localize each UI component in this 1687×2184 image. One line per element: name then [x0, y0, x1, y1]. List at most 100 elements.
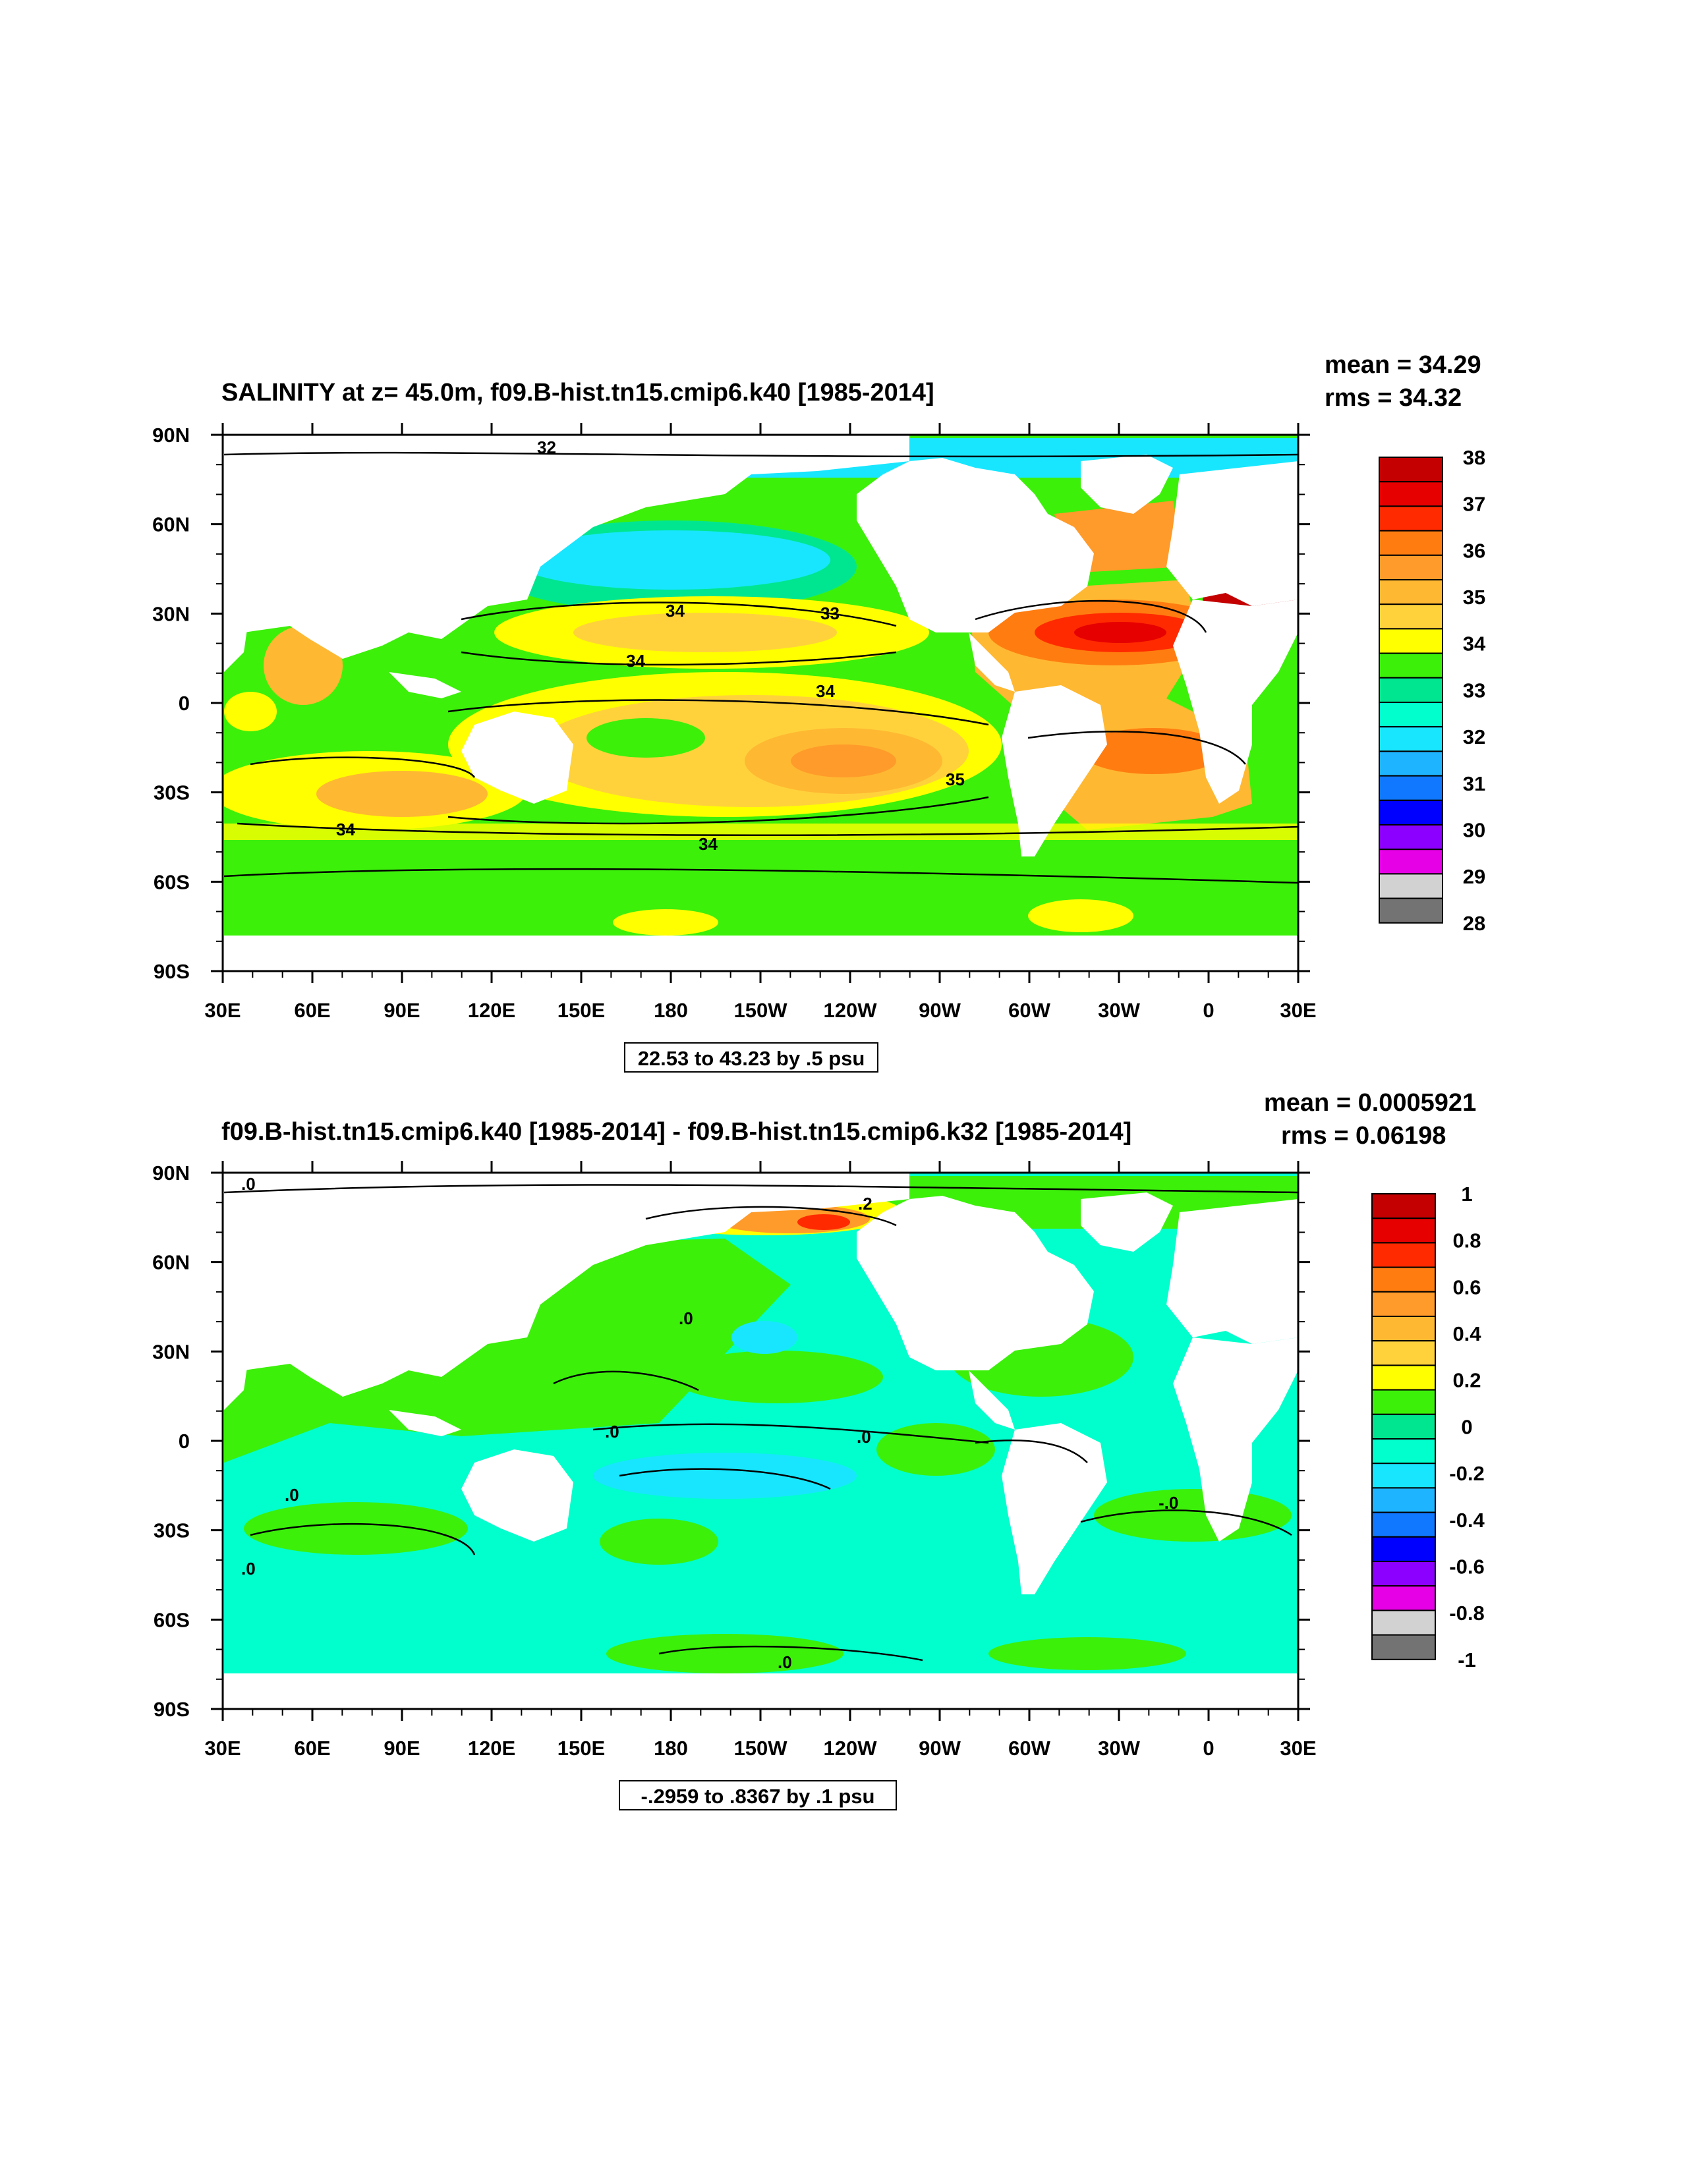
colorbar-label: -0.8 [1449, 1602, 1484, 1625]
contour-label: 34 [626, 651, 645, 671]
colorbar-label: 31 [1463, 772, 1485, 795]
y-tick-label: 90N [152, 424, 190, 447]
contour-label: 34 [816, 681, 835, 701]
x-tick-label: 90E [384, 1737, 420, 1760]
y-tick-label: 30N [152, 1340, 190, 1363]
panel-title: f09.B-hist.tn15.cmip6.k40 [1985-2014] - … [221, 1118, 1131, 1146]
colorbar-label: 30 [1463, 818, 1485, 841]
contour-info-box [624, 1042, 878, 1073]
contour-label: .0 [285, 1485, 299, 1505]
y-tick-label: 30N [152, 602, 190, 625]
contour-label: 34 [666, 601, 685, 621]
salinity-map: 32 34 33 34 34 35 34 34 [224, 435, 1298, 971]
x-tick-label: 180 [654, 1737, 688, 1760]
difference-panel: mean = 0.0005921 f09.B-hist.tn15.cmip6.k… [152, 1089, 1485, 1810]
colorbar-swatch [1371, 1193, 1436, 1219]
difference-map: .0 .2 .0 .0 .0 -.0 .0 .0 .0 [224, 1173, 1298, 1709]
contour-info: -.2959 to .8367 by .1 psu [641, 1785, 875, 1808]
x-tick-label: 90W [919, 1737, 961, 1760]
contour-label: 34 [699, 834, 718, 854]
contour-info: 22.53 to 43.23 by .5 psu [638, 1047, 865, 1070]
contour-label: .0 [679, 1308, 693, 1328]
colorbar-swatch [1371, 1389, 1436, 1415]
colorbar-label: 0.8 [1452, 1229, 1481, 1252]
colorbar-swatch [1379, 530, 1443, 556]
y-tick-label: 90N [152, 1162, 190, 1185]
y-tick-label: 60N [152, 1251, 190, 1274]
colorbar-label: 33 [1463, 679, 1485, 702]
colorbar-swatch [1371, 1634, 1436, 1660]
colorbar-label: 1 [1461, 1183, 1472, 1206]
contour-label: -.0 [1158, 1493, 1178, 1513]
colorbar-swatch [1371, 1340, 1436, 1366]
contour-label: 32 [537, 437, 556, 457]
x-tick-label: 30W [1098, 1737, 1140, 1760]
x-tick-label: 30E [1280, 1737, 1316, 1760]
colorbar-swatch [1371, 1463, 1436, 1489]
contour-label: 33 [820, 603, 840, 623]
x-tick-label: 120E [468, 1737, 515, 1760]
colorbar-swatch [1379, 750, 1443, 777]
colorbar-swatch [1379, 457, 1443, 483]
x-tick-label: 120W [824, 999, 878, 1022]
contour-label: .0 [778, 1652, 792, 1672]
contour-label: 34 [336, 820, 355, 839]
colorbar-swatch [1371, 1536, 1436, 1563]
rms-stat: rms = 0.06198 [1281, 1122, 1446, 1150]
y-tick-label: 60S [154, 1608, 190, 1631]
colorbar-label: 0.4 [1452, 1322, 1481, 1345]
colorbar-swatch [1371, 1242, 1436, 1268]
x-tick-label: 120W [824, 1737, 878, 1760]
colorbar-swatch [1379, 603, 1443, 630]
y-tick-label: 0 [179, 692, 190, 715]
colorbar-swatch [1371, 1291, 1436, 1318]
colorbar-label: 28 [1463, 912, 1485, 935]
colorbar-label: 35 [1463, 586, 1485, 609]
colorbar-label: 0 [1461, 1415, 1472, 1438]
contour-label: .2 [858, 1194, 872, 1214]
colorbar-swatch [1371, 1585, 1436, 1611]
panel-title: SALINITY at z= 45.0m, f09.B-hist.tn15.cm… [221, 379, 934, 406]
colorbar-swatch [1371, 1218, 1436, 1244]
x-tick-label: 150E [558, 1737, 605, 1760]
colorbar-swatch [1379, 579, 1443, 605]
mean-stat: mean = 0.0005921 [1264, 1089, 1476, 1117]
colorbar-swatch [1371, 1610, 1436, 1636]
colorbar-label: 0.6 [1452, 1275, 1481, 1299]
y-tick-label: 60N [152, 513, 190, 536]
colorbar-swatch [1379, 726, 1443, 752]
colorbar-swatch [1371, 1316, 1436, 1342]
x-tick-label: 60W [1008, 1737, 1050, 1760]
map-axes: 30E 60E 90E 120E 150E 180 150W 120W 90W 60W 30W 0 30… [152, 423, 1317, 1022]
colorbar-swatch [1379, 775, 1443, 801]
x-tick-label: 150E [558, 999, 605, 1022]
colorbar-label: -0.6 [1449, 1555, 1484, 1578]
colorbar-swatch [1371, 1511, 1436, 1538]
x-tick-label: 0 [1203, 999, 1214, 1022]
y-tick-label: 60S [154, 870, 190, 893]
colorbar-label: 34 [1463, 632, 1486, 656]
x-tick-label: 0 [1203, 1737, 1214, 1760]
contour-info-box [619, 1780, 897, 1810]
colorbar-label: 38 [1463, 446, 1485, 469]
salinity-panel: SALINITY at z= 45.0m, f09.B-hist.tn15.cm… [152, 351, 1486, 1073]
contour-label: 35 [946, 770, 965, 789]
colorbar-label: -0.2 [1449, 1462, 1484, 1485]
y-tick-label: 90S [154, 960, 190, 983]
colorbar-swatch [1371, 1266, 1436, 1293]
colorbar-swatch [1379, 702, 1443, 728]
colorbar-label: 0.2 [1452, 1369, 1481, 1392]
contour-label: .0 [241, 1559, 256, 1579]
x-tick-label: 30E [204, 1737, 241, 1760]
x-tick-label: 30W [1098, 999, 1140, 1022]
colorbar-label: -1 [1458, 1648, 1476, 1671]
colorbar-swatch [1379, 849, 1443, 875]
colorbar-swatch [1379, 873, 1443, 899]
x-tick-label: 60E [294, 1737, 330, 1760]
colorbar-label: 36 [1463, 539, 1485, 562]
colorbar-label: -0.4 [1449, 1509, 1485, 1532]
rms-stat: rms = 34.32 [1325, 384, 1462, 412]
x-tick-label: 90E [384, 999, 420, 1022]
